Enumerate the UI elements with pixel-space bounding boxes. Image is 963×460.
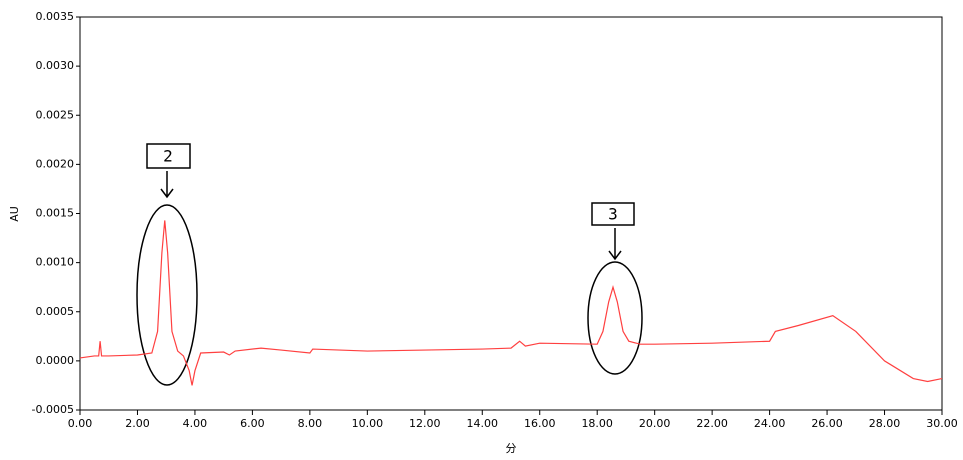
x-axis-label: 分 xyxy=(506,442,517,455)
y-tick-label: 0.0015 xyxy=(36,207,75,220)
y-tick-label: 0.0020 xyxy=(36,157,75,170)
x-tick-label: 20.00 xyxy=(639,417,671,430)
x-tick-label: 10.00 xyxy=(352,417,384,430)
x-tick-label: 18.00 xyxy=(581,417,613,430)
annotation-box xyxy=(591,202,635,226)
annotation-label: 3 xyxy=(608,205,618,224)
annotation-arrow xyxy=(608,228,622,261)
x-tick-label: 2.00 xyxy=(125,417,150,430)
annotation-arrow xyxy=(160,171,174,199)
x-tick-label: 30.00 xyxy=(926,417,958,430)
x-tick-label: 4.00 xyxy=(183,417,208,430)
x-tick-label: 24.00 xyxy=(754,417,786,430)
annotation-3: 3 xyxy=(587,202,643,375)
x-tick-label: 14.00 xyxy=(467,417,499,430)
annotation-ellipse xyxy=(587,261,643,375)
x-tick-label: 12.00 xyxy=(409,417,441,430)
annotation-label: 2 xyxy=(163,147,173,166)
trace-line xyxy=(79,220,943,386)
y-tick-label: 0.0025 xyxy=(36,108,75,121)
annotation-2: 2 xyxy=(136,143,198,386)
x-tick-label: 28.00 xyxy=(869,417,901,430)
y-tick-label: 0.0010 xyxy=(36,256,75,269)
annotation-box xyxy=(146,143,191,169)
y-tick-label: 0.0005 xyxy=(36,305,75,318)
y-axis-label: AU xyxy=(8,206,21,222)
y-tick-label: 0.0000 xyxy=(36,354,75,367)
x-tick-label: 8.00 xyxy=(298,417,323,430)
x-tick-label: 16.00 xyxy=(524,417,556,430)
y-tick-label: 0.0035 xyxy=(36,10,75,23)
annotation-ellipse xyxy=(136,204,198,386)
y-tick-label: -0.0005 xyxy=(32,403,74,416)
x-tick-label: 0.00 xyxy=(68,417,93,430)
plot-frame xyxy=(79,16,943,411)
x-tick-label: 22.00 xyxy=(696,417,728,430)
x-tick-label: 26.00 xyxy=(811,417,843,430)
y-tick-label: 0.0030 xyxy=(36,59,75,72)
x-tick-label: 6.00 xyxy=(240,417,265,430)
